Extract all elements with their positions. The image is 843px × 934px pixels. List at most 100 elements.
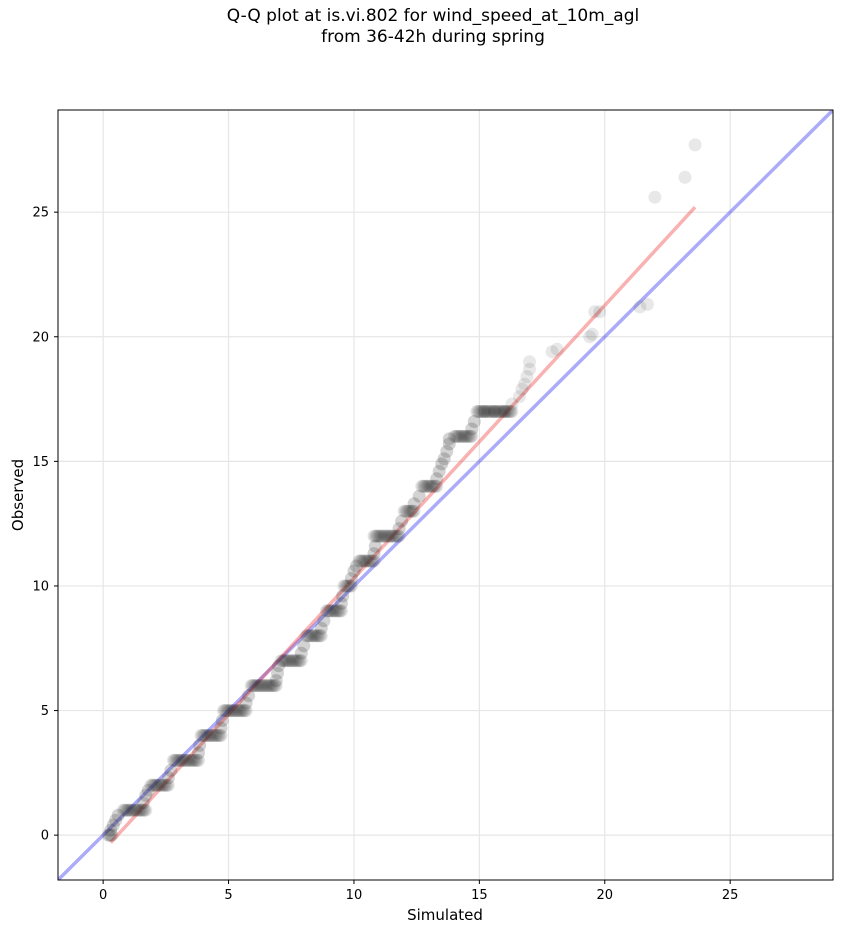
scatter-point <box>193 738 207 752</box>
scatter-point <box>487 405 501 418</box>
step-point <box>449 429 462 443</box>
step-point <box>229 704 243 718</box>
step-point <box>388 529 402 543</box>
step-point <box>166 753 180 767</box>
step-point <box>210 729 224 742</box>
step-point <box>168 753 182 767</box>
scatter-point <box>242 689 256 703</box>
step-point <box>294 654 308 668</box>
step-point <box>227 704 241 718</box>
step-point <box>304 629 318 643</box>
scatter-point <box>648 190 662 204</box>
step-point <box>403 504 417 518</box>
step-point <box>145 778 159 792</box>
step-point <box>486 405 500 418</box>
x-tick-label: 15 <box>471 888 488 903</box>
step-point <box>334 604 348 618</box>
step-point <box>372 529 386 543</box>
step-point <box>293 654 307 668</box>
scatter-point <box>192 746 205 760</box>
step-point <box>375 529 388 543</box>
chart-subtitle: from 36-42h during spring <box>321 27 545 47</box>
step-point <box>430 479 444 493</box>
step-point <box>283 654 297 668</box>
y-axis-ticks: 0 5 10 15 20 25 <box>32 206 58 844</box>
scatter-point <box>688 138 702 152</box>
step-point <box>333 604 347 618</box>
chart-title: Q-Q plot at is.vi.802 for wind_speed_at_… <box>226 6 640 26</box>
scatter-point <box>497 405 511 418</box>
step-point <box>418 479 432 493</box>
step-point <box>217 704 230 718</box>
step-point <box>407 504 421 518</box>
x-tick-label: 0 <box>99 888 107 903</box>
step-point <box>425 479 439 493</box>
step-point <box>202 729 215 742</box>
step-point <box>360 554 373 568</box>
step-point <box>102 828 116 842</box>
step-point <box>406 504 420 518</box>
scatter-point <box>640 297 654 311</box>
step-point <box>381 529 395 543</box>
scatter-point <box>106 818 120 832</box>
step-point <box>309 629 323 643</box>
step-point <box>479 405 493 418</box>
step-point <box>198 729 212 742</box>
step-point <box>332 604 346 618</box>
step-point <box>326 604 340 618</box>
step-point <box>235 704 249 718</box>
scatter-point <box>407 497 421 511</box>
step-point <box>323 604 337 618</box>
step-point <box>383 529 397 543</box>
step-point <box>286 654 299 668</box>
step-point <box>253 679 267 693</box>
step-point <box>156 778 170 792</box>
step-point <box>299 629 313 643</box>
step-point <box>377 529 391 543</box>
step-point <box>416 479 430 493</box>
scatter-point <box>347 564 361 578</box>
step-point <box>153 778 167 792</box>
step-point <box>306 629 320 643</box>
step-point <box>303 629 317 643</box>
step-point <box>131 803 145 817</box>
step-point <box>362 554 376 568</box>
scatter-point <box>545 345 559 359</box>
scatter-point <box>269 674 283 688</box>
step-point <box>353 554 367 568</box>
y-tick-label: 20 <box>32 330 49 345</box>
step-point <box>398 504 412 518</box>
scatter-point <box>523 355 536 369</box>
scatter-point <box>678 170 692 184</box>
grid-lines <box>58 110 833 880</box>
scatter-point <box>368 539 382 553</box>
scatter-point <box>111 808 125 822</box>
scatter-point <box>412 489 426 503</box>
step-point <box>424 479 437 493</box>
step-point <box>464 429 478 443</box>
step-point <box>259 679 273 693</box>
step-point <box>277 654 291 668</box>
step-point <box>186 753 200 767</box>
step-point <box>207 729 220 742</box>
step-point <box>178 753 192 767</box>
step-point <box>499 405 513 418</box>
step-point <box>173 753 187 767</box>
step-point <box>504 405 518 418</box>
step-point <box>129 803 143 817</box>
step-point <box>471 405 485 418</box>
plot-frame <box>57 109 834 881</box>
step-point <box>429 479 442 493</box>
step-point <box>105 828 119 842</box>
scatter-point <box>395 514 409 528</box>
step-point <box>255 679 269 693</box>
scatter-point <box>294 646 308 660</box>
step-point <box>500 405 514 418</box>
x-axis-ticks: 0 5 10 15 20 25 <box>99 880 738 903</box>
step-point <box>183 753 197 767</box>
step-point <box>125 803 139 817</box>
step-point <box>263 679 277 693</box>
step-point <box>370 529 383 543</box>
scatter-point <box>518 377 531 391</box>
step-point <box>329 604 343 618</box>
